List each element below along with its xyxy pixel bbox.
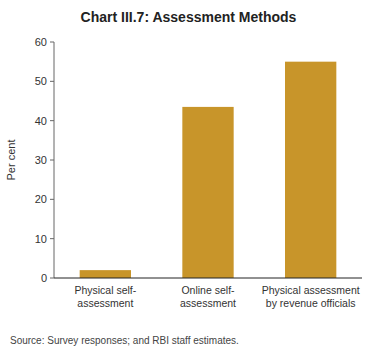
y-tick-label: 20 (35, 193, 47, 205)
y-tick (50, 199, 54, 200)
x-tick-label-line: assessment (77, 297, 133, 309)
bar (285, 62, 336, 278)
source-note: Source: Survey responses; and RBI staff … (10, 335, 239, 346)
x-tick-label-line: assessment (180, 297, 236, 309)
bar (182, 107, 233, 278)
x-tick-label: Physical self-assessment (74, 284, 136, 309)
x-tick-label: Online self-assessment (180, 284, 236, 309)
y-tick-label: 0 (41, 272, 47, 284)
bars (80, 62, 337, 278)
x-tick-label: Physical assessmentby revenue officials (262, 284, 360, 309)
y-tick (50, 81, 54, 82)
bar (80, 270, 131, 278)
y-tick (50, 160, 54, 161)
chart-container: Chart III.7: Assessment Methods 0 10 20 30 40… (0, 0, 377, 354)
x-tick-label-line: by revenue officials (266, 297, 356, 309)
y-tick-label: 60 (35, 36, 47, 48)
title: Chart III.7: Assessment Methods (81, 9, 297, 25)
chart-svg: Chart III.7: Assessment Methods 0 10 20 30 40… (0, 0, 377, 354)
y-tick-label: 40 (35, 115, 47, 127)
y-tick (50, 42, 54, 43)
y-tick (50, 278, 54, 279)
y-axis-label: Per cent (5, 140, 17, 181)
x-axis-line (54, 278, 362, 279)
y-axis-line (54, 42, 55, 278)
y-tick-label: 30 (35, 154, 47, 166)
x-tick-label-line: Physical self- (74, 284, 136, 296)
x-tick-label-line: Online self- (181, 284, 235, 296)
x-tick-label-line: Physical assessment (262, 284, 360, 296)
y-tick (50, 120, 54, 121)
y-tick-label: 10 (35, 233, 47, 245)
y-tick (50, 238, 54, 239)
y-tick-label: 50 (35, 75, 47, 87)
